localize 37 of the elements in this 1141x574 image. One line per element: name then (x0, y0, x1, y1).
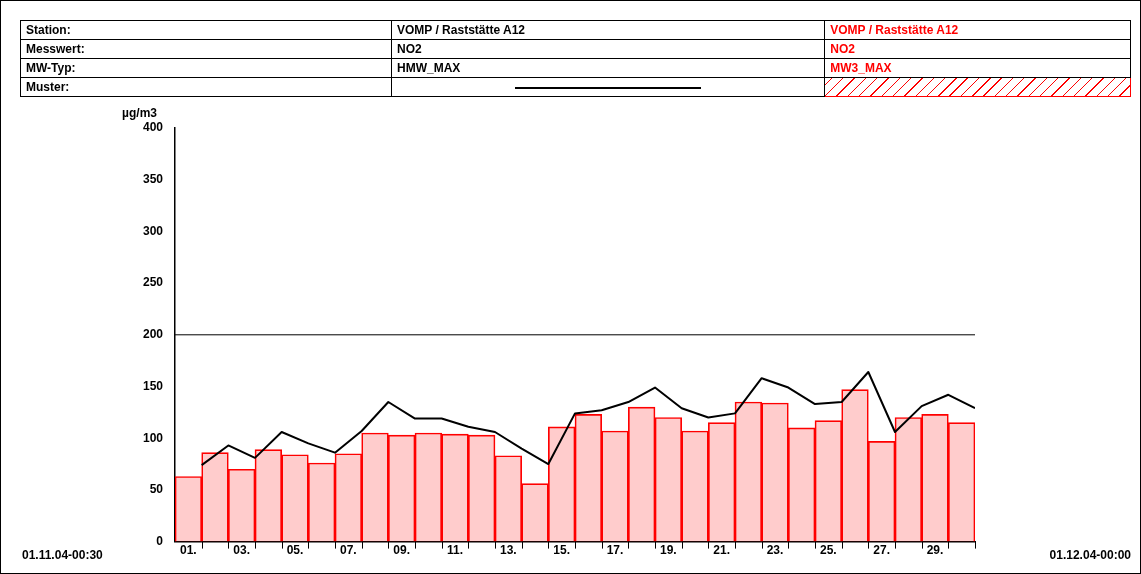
y-tick-label: 300 (142, 223, 164, 238)
y-tick-label: 0 (156, 533, 164, 548)
text: VOMP / Raststätte A12 (391, 20, 825, 40)
text: HMW_MAX (391, 58, 825, 78)
x-tick-label: 23. (766, 543, 784, 558)
y-tick-label: 350 (142, 172, 164, 187)
x-tick-label: 17. (606, 543, 624, 558)
y-axis-title: µg/m3 (122, 106, 158, 121)
x-tick-label: 09. (393, 543, 411, 558)
text: MW-Typ: (20, 58, 392, 78)
x-tick-label: 03. (233, 543, 251, 558)
text: NO2 (824, 39, 1131, 59)
y-tick-label: 400 (142, 120, 164, 135)
y-tick-label: 100 (142, 430, 164, 445)
x-tick-label: 07. (339, 543, 357, 558)
x-tick-label: 01. (179, 543, 197, 558)
y-tick-label: 200 (142, 327, 164, 342)
text: 01.11.04-00:30 (22, 547, 104, 562)
text: NO2 (391, 39, 825, 59)
text: Messwert: (20, 39, 392, 59)
x-tick-label: 19. (659, 543, 677, 558)
text: MW3_MAX (824, 58, 1131, 78)
x-tick-label: 11. (446, 543, 464, 558)
text: Station: (20, 20, 392, 40)
x-tick-label: 27. (873, 543, 891, 558)
x-tick-label: 15. (553, 543, 571, 558)
x-tick-label: 05. (286, 543, 304, 558)
x-tick-label: 13. (499, 543, 517, 558)
y-tick-label: 150 (142, 378, 164, 393)
y-tick-label: 50 (149, 482, 164, 497)
x-tick-label: 29. (926, 543, 944, 558)
text: VOMP / Raststätte A12 (824, 20, 1131, 40)
text: Muster: (20, 77, 392, 97)
text: 01.12.04-00:00 (1049, 547, 1132, 562)
x-tick-label: 21. (713, 543, 731, 558)
y-tick-label: 250 (142, 275, 164, 290)
x-tick-label: 25. (819, 543, 837, 558)
